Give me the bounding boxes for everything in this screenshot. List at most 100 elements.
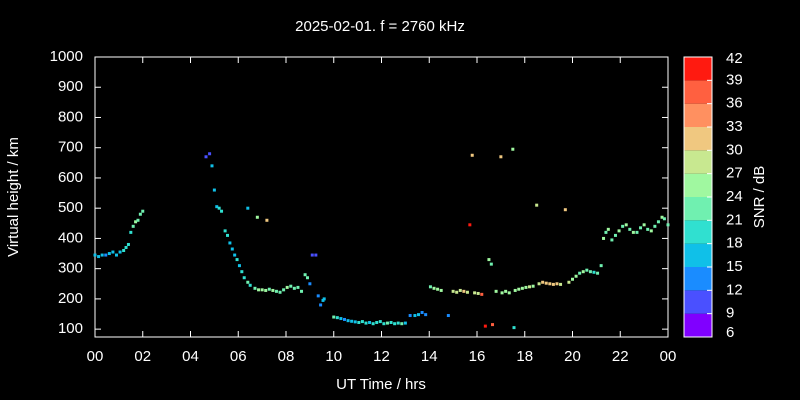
chart-title: 2025-02-01. f = 2760 kHz — [295, 18, 465, 35]
x-tick-label: 00 — [87, 348, 104, 365]
data-point — [357, 320, 361, 324]
data-point — [653, 224, 657, 228]
colorbar-tick-label: 36 — [726, 95, 743, 112]
data-point — [138, 212, 142, 216]
data-point — [420, 311, 424, 315]
data-point — [260, 288, 264, 292]
plot-frame — [94, 56, 669, 338]
x-tick-label: 02 — [134, 348, 151, 365]
data-point — [353, 320, 357, 324]
data-point — [578, 271, 582, 275]
data-point — [491, 323, 495, 327]
data-point — [480, 292, 484, 296]
data-point — [604, 230, 608, 234]
y-tick-label: 400 — [58, 229, 83, 246]
data-point — [408, 314, 412, 318]
data-point — [639, 226, 643, 230]
data-point — [230, 247, 234, 251]
data-point — [646, 227, 650, 231]
data-point — [129, 230, 133, 234]
colorbar-band — [684, 57, 712, 81]
data-point — [617, 229, 621, 233]
data-point — [332, 315, 336, 319]
colorbar-band — [684, 173, 712, 197]
x-tick-label: 22 — [612, 348, 629, 365]
colorbar-tick-label: 39 — [726, 71, 743, 88]
x-axis-label: UT Time / hrs — [336, 376, 426, 393]
data-point — [470, 153, 474, 157]
data-point — [242, 276, 246, 280]
data-point — [528, 285, 532, 289]
data-point — [511, 147, 515, 151]
data-point — [114, 253, 118, 257]
x-tick-label: 16 — [469, 348, 486, 365]
data-point — [602, 236, 606, 240]
data-point — [468, 223, 472, 227]
data-point — [613, 233, 617, 237]
data-point — [512, 326, 516, 330]
data-point — [257, 288, 261, 292]
x-tick-label: 06 — [230, 348, 247, 365]
data-point — [237, 264, 241, 268]
y-tick-label: 600 — [58, 169, 83, 186]
data-point — [212, 188, 216, 192]
data-point — [489, 262, 493, 266]
colorbar-tick-label: 18 — [726, 235, 743, 252]
data-point — [104, 253, 108, 257]
data-point — [321, 298, 325, 302]
data-point — [296, 285, 300, 289]
data-point — [396, 321, 400, 325]
data-point — [635, 230, 639, 234]
data-point — [451, 289, 455, 293]
data-point — [567, 280, 571, 284]
data-point — [513, 288, 517, 292]
data-point — [217, 206, 221, 210]
colorbar-tick-label: 27 — [726, 165, 743, 182]
data-point — [223, 229, 227, 233]
data-point — [499, 155, 503, 159]
data-point — [588, 270, 592, 274]
colorbar-tick-label: 15 — [726, 258, 743, 275]
colorbar-tick-label: 9 — [726, 305, 734, 322]
x-tick-label: 08 — [278, 348, 295, 365]
data-point — [551, 282, 555, 286]
colorbar-band — [684, 290, 712, 314]
data-point — [215, 205, 219, 209]
data-point — [122, 249, 126, 253]
data-point — [535, 203, 539, 207]
data-point — [141, 209, 145, 213]
y-tick-label: 1000 — [50, 48, 83, 65]
data-point — [97, 255, 101, 259]
data-point — [248, 283, 252, 287]
data-point — [544, 281, 548, 285]
data-point — [282, 288, 286, 292]
data-point — [107, 252, 111, 256]
data-point — [93, 253, 97, 257]
data-point — [322, 297, 326, 301]
data-point — [585, 268, 589, 272]
data-point — [375, 320, 379, 324]
data-point — [436, 287, 440, 291]
data-point — [606, 227, 610, 231]
data-point — [628, 227, 632, 231]
data-point — [255, 215, 259, 219]
data-point — [571, 277, 574, 281]
data-point — [455, 290, 459, 294]
data-point — [308, 282, 312, 286]
x-tick-label: 04 — [182, 348, 199, 365]
data-point — [656, 220, 660, 224]
data-point — [439, 288, 443, 292]
data-point — [621, 224, 625, 228]
data-point — [541, 280, 545, 284]
x-tick-label: 12 — [373, 348, 390, 365]
data-point — [458, 288, 462, 292]
data-point — [432, 286, 436, 290]
data-point — [555, 282, 559, 286]
data-point — [339, 317, 343, 321]
y-tick-label: 800 — [58, 108, 83, 125]
data-point — [378, 320, 382, 324]
x-tick-label: 20 — [564, 348, 581, 365]
colorbar-band — [684, 197, 712, 221]
data-point — [428, 285, 432, 289]
colorbar-label: SNR / dB — [751, 166, 768, 229]
